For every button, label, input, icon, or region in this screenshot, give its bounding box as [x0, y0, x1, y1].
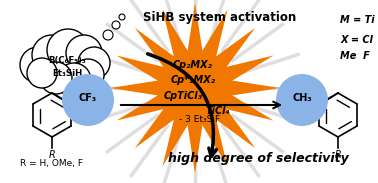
Text: Me  F: Me F	[340, 51, 370, 61]
Circle shape	[276, 74, 328, 126]
FancyArrowPatch shape	[148, 54, 217, 156]
Text: CpTiCl₃: CpTiCl₃	[164, 91, 203, 101]
Circle shape	[78, 47, 110, 79]
Text: R: R	[49, 150, 55, 160]
Text: CF₃: CF₃	[79, 93, 97, 103]
Circle shape	[27, 58, 57, 88]
Text: B(C₆F₅)₃: B(C₆F₅)₃	[48, 55, 86, 64]
Text: - 3 Et₃SiF: - 3 Et₃SiF	[180, 115, 220, 124]
Circle shape	[32, 35, 72, 75]
Circle shape	[119, 14, 125, 20]
Text: Et₃SiH: Et₃SiH	[52, 68, 82, 77]
Text: M = Ti  Zr: M = Ti Zr	[340, 15, 378, 25]
Text: Cp*₂MX₂: Cp*₂MX₂	[170, 75, 215, 85]
Text: R = H, OMe, F: R = H, OMe, F	[20, 159, 84, 168]
Text: SiHB system activation: SiHB system activation	[143, 11, 297, 24]
Circle shape	[40, 62, 72, 94]
Text: X = Cl: X = Cl	[340, 35, 373, 45]
Circle shape	[47, 29, 89, 71]
Text: R: R	[335, 150, 341, 160]
Circle shape	[20, 47, 56, 83]
Circle shape	[62, 74, 114, 126]
Circle shape	[103, 30, 113, 40]
Circle shape	[57, 63, 91, 97]
Text: Cp₂MX₂: Cp₂MX₂	[173, 60, 213, 70]
Text: TiCl₄: TiCl₄	[206, 106, 230, 116]
Polygon shape	[110, 3, 280, 173]
Text: CH₃: CH₃	[292, 93, 312, 103]
Circle shape	[66, 35, 102, 71]
Circle shape	[112, 21, 120, 29]
Text: high degree of selectivity: high degree of selectivity	[167, 152, 349, 165]
Circle shape	[72, 59, 104, 91]
